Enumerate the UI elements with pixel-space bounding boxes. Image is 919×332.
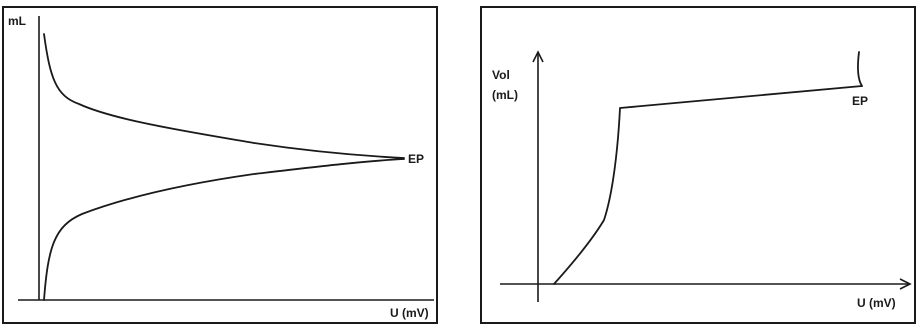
left-ep-label: EP	[408, 152, 424, 166]
right-y-axis-label-line1: Vol	[492, 68, 510, 82]
right-y-axis-arrow	[532, 50, 544, 63]
right-x-axis-arrow	[899, 278, 912, 290]
right-y-axis-label-line2: (mL)	[492, 88, 518, 102]
right-diagram-panel: Vol (mL) U (mV) EP	[480, 6, 916, 324]
left-upper-curve	[43, 33, 405, 159]
left-lower-curve	[43, 158, 405, 301]
right-ep-label: EP	[852, 94, 868, 108]
right-titration-curve	[553, 85, 863, 285]
left-y-axis-label: mL	[8, 14, 26, 28]
right-curve-end-hook	[857, 51, 863, 87]
right-diagram-canvas: Vol (mL) U (mV) EP	[492, 50, 912, 310]
right-x-axis-label: U (mV)	[857, 296, 896, 310]
left-x-axis-label: U (mV)	[390, 306, 429, 320]
left-diagram-panel: mL U (mV) EP	[2, 6, 438, 324]
left-diagram-canvas: mL U (mV) EP	[8, 14, 434, 320]
